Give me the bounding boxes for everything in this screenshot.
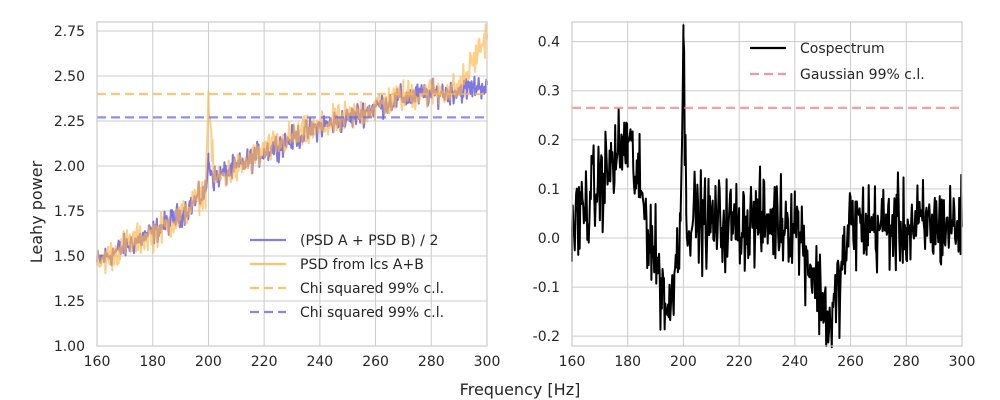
x-tick-label: 300 <box>474 354 501 370</box>
series-line <box>571 24 963 349</box>
x-tick-label: 240 <box>781 354 808 370</box>
series-line <box>96 23 488 275</box>
left-panel-psd: 160 180 200 220 240 260 280 300 1.00 1.25 1.50 1.75… <box>54 21 501 370</box>
plot-frame <box>96 21 488 347</box>
x-tick-label: 300 <box>949 354 976 370</box>
y-tick-label: 1.75 <box>54 204 85 220</box>
x-tick-label: 200 <box>195 354 222 370</box>
y-tick-label: 0.1 <box>538 182 560 198</box>
x-tick-label: 160 <box>84 354 111 370</box>
legend-entry: Chi squared 99% c.l. <box>300 305 444 321</box>
y-tick-label: 1.00 <box>54 339 85 355</box>
x-tick-label: 280 <box>893 354 920 370</box>
y-tick-label: 2.75 <box>54 24 85 40</box>
right-panel-cospectrum: 160 180 200 220 240 260 280 300 -0.2 -0.1 0.0 0.1 0.… <box>533 21 976 370</box>
legend-entry: (PSD A + PSD B) / 2 <box>300 233 438 249</box>
y-tick-label: 2.00 <box>54 159 85 175</box>
legend-entry: PSD from lcs A+B <box>300 257 424 273</box>
x-tick-label: 180 <box>614 354 641 370</box>
x-tick-label: 260 <box>362 354 389 370</box>
legend: (PSD A + PSD B) / 2 PSD from lcs A+B Chi s… <box>250 233 444 321</box>
legend-entry: Chi squared 99% c.l. <box>300 281 444 297</box>
x-tick-label: 200 <box>670 354 697 370</box>
x-tick-label: 160 <box>559 354 586 370</box>
y-tick-label: 2.25 <box>54 114 85 130</box>
x-tick-label: 220 <box>726 354 753 370</box>
y-tick-label: 0.0 <box>538 231 560 247</box>
y-tick-label: 1.50 <box>54 249 85 265</box>
legend-entry: Cospectrum <box>800 41 885 57</box>
x-tick-label: 260 <box>837 354 864 370</box>
x-tick-label: 180 <box>139 354 166 370</box>
y-tick-label: 2.50 <box>54 69 85 85</box>
y-tick-label: -0.1 <box>533 280 560 296</box>
y-tick-label: 0.2 <box>538 133 560 149</box>
x-tick-label: 240 <box>306 354 333 370</box>
y-tick-label: -0.2 <box>533 329 560 345</box>
y-tick-label: 0.4 <box>538 35 560 51</box>
x-tick-label: 220 <box>251 354 278 370</box>
x-tick-label: 280 <box>418 354 445 370</box>
plot-frame <box>571 21 963 347</box>
y-axis-label-left: Leahy power <box>27 160 46 263</box>
y-tick-label: 1.25 <box>54 294 85 310</box>
y-tick-label: 0.3 <box>538 84 560 100</box>
x-axis-label: Frequency [Hz] <box>460 380 581 399</box>
legend-entry: Gaussian 99% c.l. <box>800 67 925 83</box>
legend: Cospectrum Gaussian 99% c.l. <box>750 41 925 83</box>
